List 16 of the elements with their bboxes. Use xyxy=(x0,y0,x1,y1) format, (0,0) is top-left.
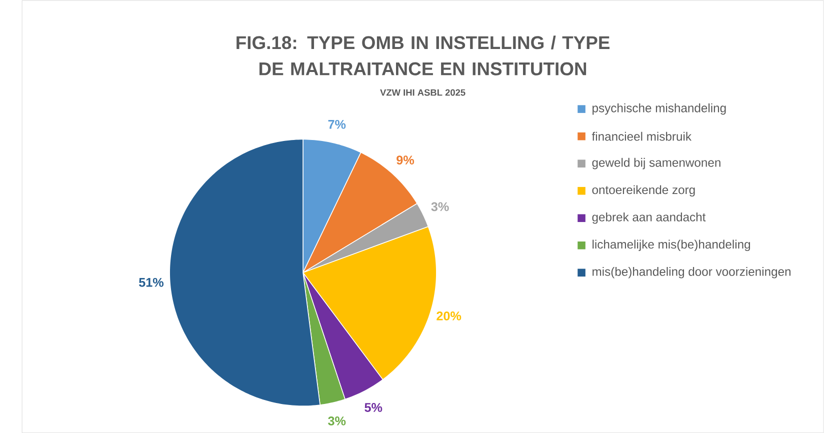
legend-label: financieel misbruik xyxy=(592,132,692,141)
legend-label: ontoereikende zorg xyxy=(592,185,695,196)
chart-subtitle: VZW IHI ASBL 2025 xyxy=(380,89,466,96)
legend-label: psychische mishandeling xyxy=(592,103,726,115)
data-label: 7% xyxy=(328,120,346,129)
legend-label: geweld bij samenwonen xyxy=(592,158,720,170)
data-label: 20% xyxy=(436,311,462,320)
data-label: 3% xyxy=(328,416,346,426)
data-label: 3% xyxy=(431,202,449,211)
data-label: 9% xyxy=(396,155,414,164)
chart-title: FIG.18: TYPE OMB IN INSTELLING / TYPE DE MALTRAITANCE EN INSTITUTION xyxy=(236,35,610,76)
data-label: 51% xyxy=(138,278,164,287)
legend-label: lichamelijke mis(be)handeling xyxy=(592,240,750,251)
data-label: 5% xyxy=(364,402,382,412)
legend-label: gebrek aan aandacht xyxy=(592,212,706,224)
legend-label: mis(be)handeling door voorzieningen xyxy=(592,266,790,278)
